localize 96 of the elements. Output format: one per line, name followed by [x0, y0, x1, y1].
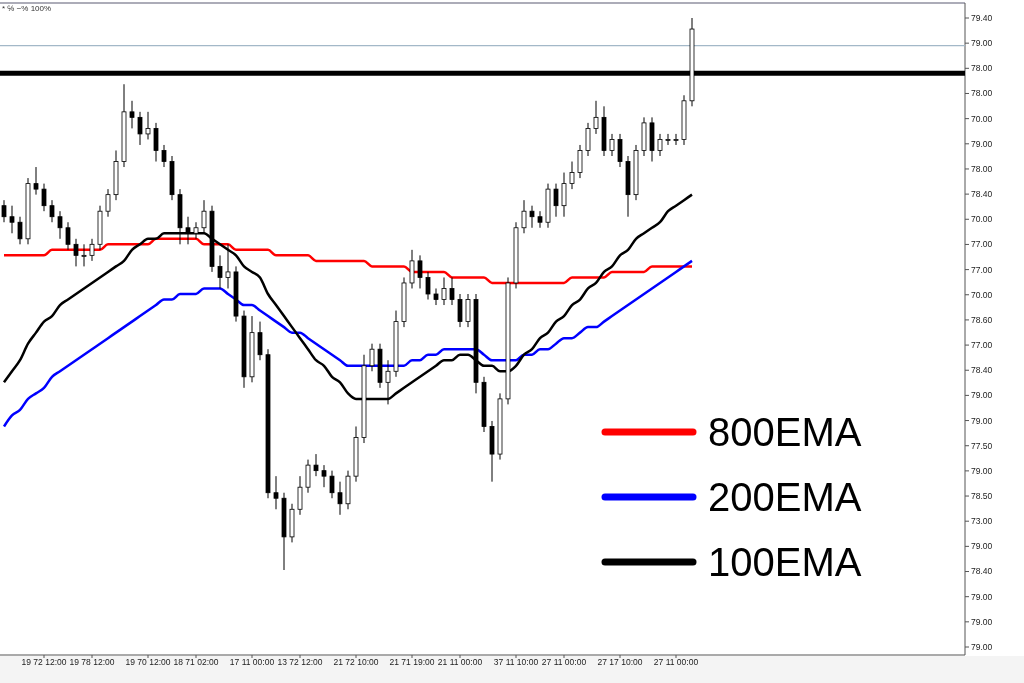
candlestick — [529, 205, 535, 229]
legend-label: 800EMA — [708, 410, 862, 455]
text: 79.00 — [971, 616, 993, 627]
candlestick — [657, 133, 663, 157]
candlestick — [145, 111, 151, 140]
candlestick — [321, 464, 327, 488]
legend-label: 200EMA — [708, 475, 862, 520]
candlestick — [673, 133, 679, 146]
candlestick — [201, 199, 207, 234]
text: * ℅ −% 100% — [2, 4, 52, 13]
x-tick-label: 19 72 12:00 — [21, 657, 67, 667]
candlestick — [465, 293, 471, 328]
text: 77.00 — [971, 239, 993, 250]
candlestick — [449, 276, 455, 306]
x-tick-label: 21 71 19:00 — [389, 657, 435, 667]
candlestick — [193, 221, 199, 240]
text: 79.00 — [971, 541, 993, 552]
candlestick — [17, 216, 23, 245]
candlestick — [417, 254, 423, 289]
candlestick — [305, 459, 311, 494]
x-tick-label: 27 11 00:00 — [653, 657, 699, 667]
candlestick — [569, 161, 575, 190]
candlestick — [369, 343, 375, 372]
candlestick — [49, 199, 55, 223]
candlestick — [617, 133, 623, 168]
candlestick — [73, 238, 79, 267]
x-tick-label: 19 70 12:00 — [125, 657, 171, 667]
text: 79.00 — [971, 641, 993, 652]
text: 79.00 — [971, 138, 993, 149]
text: 79.40 — [971, 12, 993, 23]
candlestick — [337, 481, 343, 516]
candlestick — [433, 287, 439, 306]
candlestick — [441, 276, 447, 306]
candlestick — [593, 100, 599, 135]
candlestick — [89, 238, 95, 262]
text: 78.00 — [971, 163, 993, 174]
candlestick — [313, 453, 319, 477]
candlestick — [105, 188, 111, 218]
candlestick — [457, 293, 463, 328]
candlestick — [217, 254, 223, 289]
candlestick — [409, 249, 415, 289]
candlestick — [297, 475, 303, 516]
candlestick — [425, 271, 431, 301]
candlestick — [57, 210, 63, 240]
candlestick — [41, 183, 47, 212]
text: 79.00 — [971, 591, 993, 602]
x-tick-label: 27 11 00:00 — [541, 657, 587, 667]
x-tick-label: 13 72 12:00 — [277, 657, 323, 667]
candlestick — [577, 144, 583, 179]
text: 78.40 — [971, 566, 993, 577]
candlestick — [1, 199, 7, 223]
candlestick — [9, 205, 15, 234]
text: 73.00 — [971, 516, 993, 527]
text: 78.60 — [971, 314, 993, 325]
candlestick — [585, 122, 591, 157]
text: 70.00 — [971, 113, 993, 124]
text: 79.00 — [971, 38, 993, 49]
text: 77.00 — [971, 264, 993, 275]
candlestick — [225, 243, 231, 289]
candlestick — [329, 470, 335, 499]
candlestick — [537, 210, 543, 229]
x-tick-label: 21 11 00:00 — [437, 657, 483, 667]
candlestick — [129, 100, 135, 129]
candlestick — [665, 133, 671, 146]
x-tick-label: 37 11 10:00 — [493, 657, 539, 667]
candlestick — [65, 221, 71, 251]
candlestick — [273, 475, 279, 510]
candlestick — [609, 133, 615, 157]
text: 79.00 — [971, 465, 993, 476]
candlestick — [33, 166, 39, 196]
candlestick — [521, 199, 527, 234]
text: 79.00 — [971, 390, 993, 401]
text: 79.00 — [971, 415, 993, 426]
text: 78.00 — [971, 88, 993, 99]
candlestick — [137, 111, 143, 146]
x-tick-label: 18 71 02:00 — [173, 657, 219, 667]
legend-label: 100EMA — [708, 540, 862, 585]
candlestick — [153, 122, 159, 163]
candlestick — [185, 216, 191, 245]
x-tick-label: 17 11 00:00 — [229, 657, 275, 667]
candlestick — [161, 144, 167, 168]
text: 78.40 — [971, 189, 993, 200]
text: 78.50 — [971, 491, 993, 502]
x-tick-label: 21 72 10:00 — [333, 657, 379, 667]
text: 78.00 — [971, 63, 993, 74]
text: 70.00 — [971, 289, 993, 300]
x-tick-label: 19 78 12:00 — [69, 657, 115, 667]
text: 77.00 — [971, 340, 993, 351]
text: 77.50 — [971, 440, 993, 451]
candlestick — [561, 172, 567, 218]
candlestick — [257, 321, 263, 361]
x-tick-label: 27 17 10:00 — [597, 657, 643, 667]
text: 70.00 — [971, 214, 993, 225]
text: 78.40 — [971, 365, 993, 376]
candlestick — [553, 183, 559, 218]
candlestick — [81, 243, 87, 267]
